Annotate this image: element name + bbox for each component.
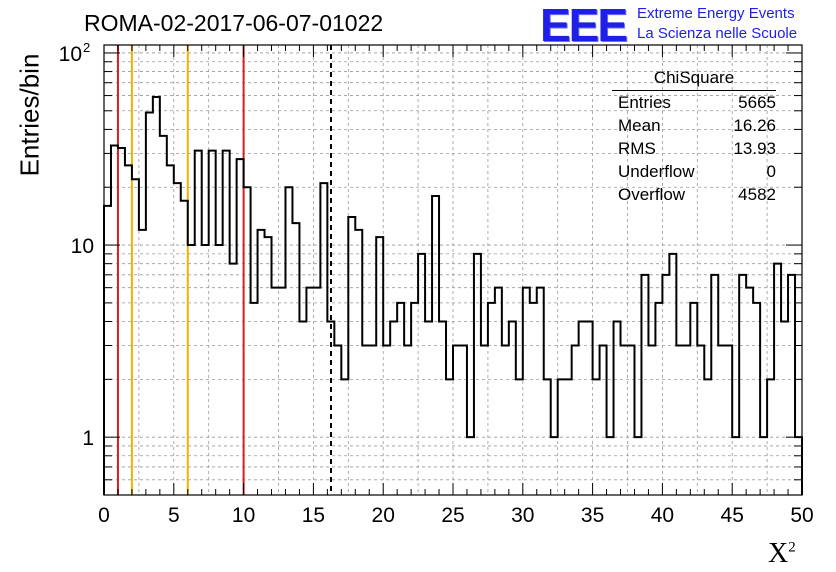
y-tick-label-exponent: 2 — [83, 40, 90, 55]
x-axis-label: X2 — [768, 538, 796, 570]
x-tick-label: 5 — [168, 504, 180, 527]
x-axis-label-superscript: 2 — [788, 539, 796, 556]
x-tick-label: 50 — [790, 504, 813, 527]
x-tick-label: 30 — [511, 504, 534, 527]
stats-label: Entries — [618, 93, 671, 112]
stats-row: Overflow 4582 — [612, 183, 776, 206]
x-tick-label: 25 — [441, 504, 464, 527]
stats-title: ChiSquare — [612, 66, 776, 91]
stats-label: Overflow — [618, 185, 686, 204]
marker-lines — [116, 45, 332, 495]
y-tick-label: 1 — [82, 427, 94, 450]
x-tick-label: 0 — [98, 504, 110, 527]
stats-value: 16.26 — [733, 116, 776, 135]
chart-title: ROMA-02-2017-06-07-01022 — [84, 10, 384, 36]
stats-value: 13.93 — [733, 139, 776, 158]
y-axis-label: Entries/bin — [14, 53, 45, 177]
x-tick-label: 40 — [651, 504, 674, 527]
x-axis-label-base: X — [768, 538, 789, 569]
histogram-line — [103, 95, 803, 495]
plot-frame — [103, 44, 803, 496]
logo-line-2: La Scienza nelle Scuole — [637, 25, 798, 42]
stats-row: Mean 16.26 — [612, 114, 776, 137]
x-tick-label: 20 — [372, 504, 395, 527]
stats-label: Underflow — [618, 162, 695, 181]
stats-row: Underflow 0 — [612, 160, 776, 183]
stats-value: 5665 — [738, 93, 776, 112]
stats-label: RMS — [618, 139, 656, 158]
x-tick-label: 35 — [581, 504, 604, 527]
eee-logo-mark: EEE — [540, 0, 628, 51]
stats-value: 4582 — [738, 185, 776, 204]
stats-row: Entries 5665 — [612, 91, 776, 114]
stats-label: Mean — [618, 116, 661, 135]
stats-value: 0 — [766, 162, 776, 181]
y-tick-label: 10 — [59, 43, 82, 66]
stats-row: RMS 13.93 — [612, 137, 776, 160]
x-tick-label: 10 — [232, 504, 255, 527]
x-tick-labels: 0 5 10 15 20 25 30 35 40 45 50 — [98, 504, 814, 527]
x-tick-label: 15 — [302, 504, 325, 527]
stats-box: ChiSquare Entries 5665 Mean 16.26 RMS 13.93… — [612, 66, 776, 206]
y-tick-label: 10 — [71, 235, 94, 258]
x-tick-label: 45 — [721, 504, 744, 527]
logo-line-1: Extreme Energy Events — [637, 5, 795, 22]
